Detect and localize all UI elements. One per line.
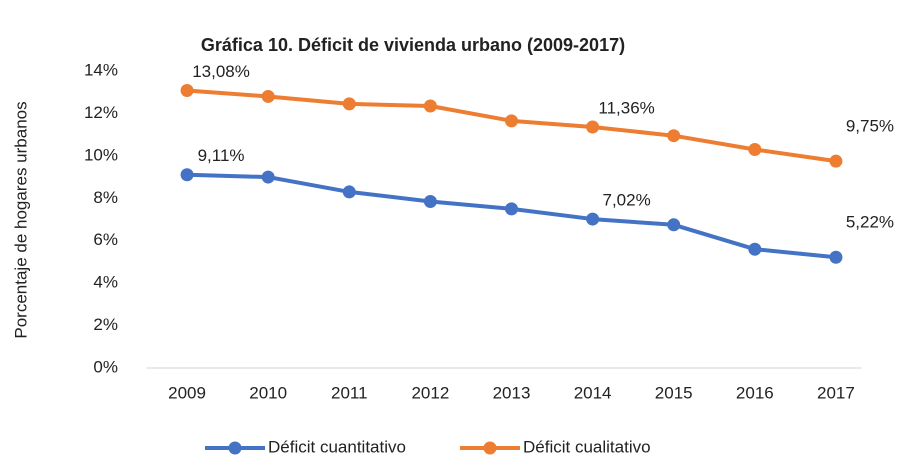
data-point: [748, 142, 762, 156]
x-tick-label: 2009: [168, 383, 206, 402]
data-point: [505, 114, 518, 128]
legend-label: Déficit cuantitativo: [268, 437, 406, 456]
x-tick-label: 2017: [817, 383, 855, 402]
y-tick-label: 4%: [93, 273, 118, 292]
y-tick-label: 2%: [93, 315, 118, 334]
y-tick-label: 10%: [84, 145, 118, 164]
data-point: [342, 97, 356, 111]
data-label: 5,22%: [846, 213, 894, 232]
y-tick-label: 0%: [93, 357, 118, 376]
x-tick-label: 2010: [249, 383, 287, 402]
legend-marker: [228, 441, 242, 455]
y-tick-label: 14%: [84, 60, 118, 79]
data-point: [342, 185, 356, 199]
data-point: [261, 170, 275, 184]
legend-label: Déficit cualitativo: [523, 437, 651, 456]
chart-title: Gráfica 10. Déficit de vivienda urbano (…: [201, 35, 625, 55]
data-point: [423, 194, 437, 208]
data-point: [180, 168, 194, 182]
y-tick-label: 12%: [84, 103, 118, 122]
y-tick-label: 6%: [93, 230, 118, 249]
y-axis-label: Porcentaje de hogares urbanos: [11, 101, 30, 338]
data-point: [829, 154, 843, 168]
x-tick-label: 2016: [736, 383, 774, 402]
data-point: [423, 99, 437, 113]
data-point: [667, 218, 681, 232]
x-tick-label: 2015: [655, 383, 693, 402]
data-label: 9,11%: [198, 146, 245, 165]
data-point: [748, 242, 762, 256]
data-label: 9,75%: [846, 117, 894, 136]
x-tick-label: 2012: [411, 383, 449, 402]
legend-marker: [483, 441, 497, 455]
data-label: 11,36%: [598, 98, 654, 117]
data-point: [586, 212, 600, 226]
data-point: [829, 250, 843, 264]
data-point: [667, 129, 681, 143]
data-label: 13,08%: [192, 62, 250, 81]
y-tick-label: 8%: [93, 188, 118, 207]
x-tick-label: 2014: [574, 383, 612, 402]
data-point: [505, 202, 518, 216]
x-tick-label: 2013: [493, 383, 531, 402]
data-point: [180, 84, 194, 98]
data-point: [261, 89, 275, 103]
series-line: [186, 172, 837, 260]
data-point: [586, 120, 600, 134]
data-label: 7,02%: [603, 191, 651, 210]
x-tick-label: 2011: [331, 383, 368, 402]
